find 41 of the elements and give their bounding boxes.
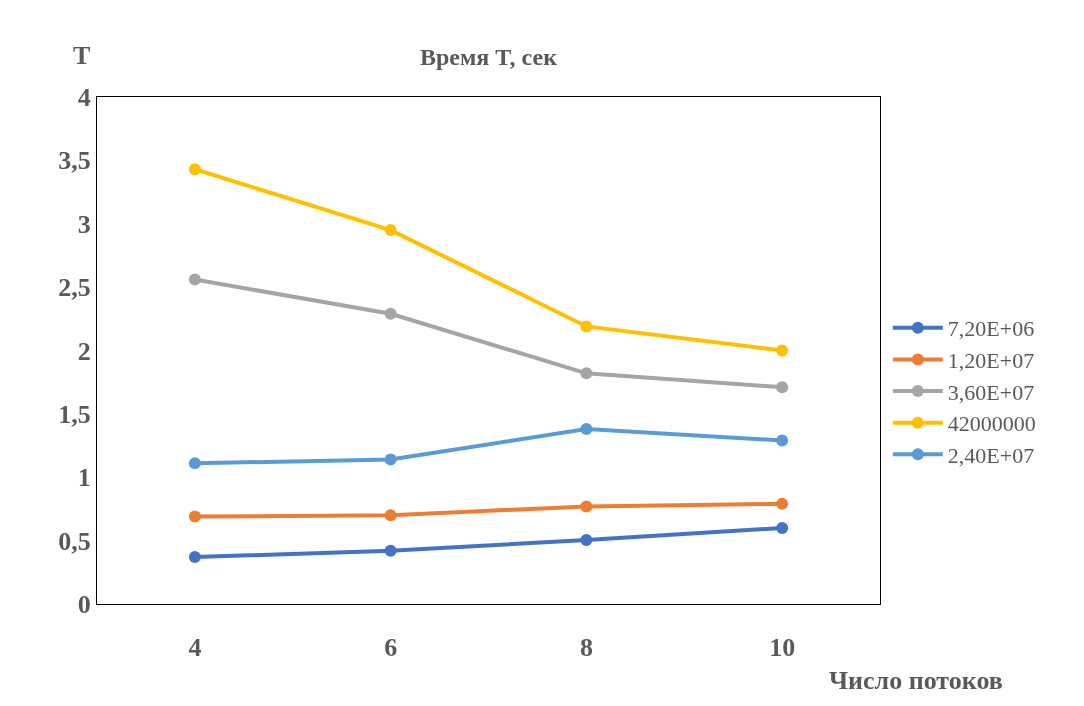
- y-tick-label: 4: [77, 83, 91, 113]
- point: [188, 273, 201, 286]
- point: [776, 344, 789, 357]
- point: [188, 163, 201, 176]
- y-tick-label: 3: [77, 209, 91, 239]
- legend-label: 3,60E+07: [947, 379, 1035, 405]
- x-tick-label: 10: [769, 633, 796, 663]
- y-tick-label: 1: [77, 463, 91, 493]
- legend-label: 7,20E+06: [947, 316, 1035, 342]
- point: [580, 533, 593, 546]
- y-tick-label: 3,5: [58, 146, 91, 176]
- point: [580, 423, 593, 436]
- point: [384, 224, 397, 237]
- point: [384, 307, 397, 320]
- point: [580, 500, 593, 513]
- y-tick-label: 2,5: [58, 273, 91, 303]
- point: [776, 497, 789, 510]
- y-tick-label: 0,5: [58, 526, 91, 556]
- point: [776, 381, 789, 394]
- y-tick-label: 2: [77, 336, 91, 366]
- point: [188, 551, 201, 564]
- x-axis-title: Число потоков: [829, 666, 1003, 695]
- y-axis-title: T: [73, 41, 91, 70]
- point: [384, 509, 397, 522]
- point: [580, 367, 593, 380]
- point: [384, 453, 397, 466]
- legend-label: 42000000: [947, 411, 1036, 437]
- point: [188, 457, 201, 470]
- point: [580, 320, 593, 333]
- y-tick-label: 1,5: [58, 399, 91, 429]
- x-tick-label: 6: [384, 633, 398, 663]
- point: [776, 434, 789, 447]
- point: [384, 544, 397, 557]
- x-tick-label: 4: [188, 633, 202, 663]
- point: [188, 510, 201, 523]
- chart-title: Время T, сек: [420, 44, 558, 70]
- legend-label: 1,20E+07: [947, 348, 1035, 374]
- point: [776, 521, 789, 534]
- legend-label: 2,40E+07: [947, 442, 1035, 468]
- x-tick-label: 8: [579, 633, 593, 663]
- y-tick-label: 0: [77, 590, 91, 620]
